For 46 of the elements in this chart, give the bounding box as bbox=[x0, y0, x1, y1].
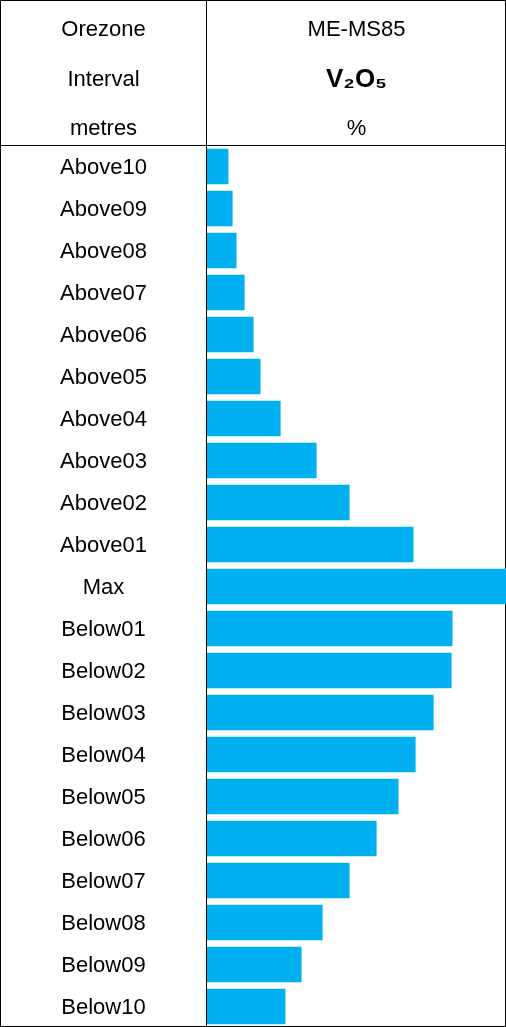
bar bbox=[206, 232, 237, 269]
bar bbox=[206, 400, 281, 437]
y-tick-label: Below04 bbox=[61, 742, 146, 767]
bar bbox=[206, 358, 261, 395]
y-tick-label: Below05 bbox=[61, 784, 146, 809]
y-tick-label: Above10 bbox=[60, 154, 147, 179]
bar bbox=[206, 610, 453, 647]
y-tick-label: Above03 bbox=[60, 448, 147, 473]
bar bbox=[206, 652, 452, 689]
y-tick-label: Above08 bbox=[60, 238, 147, 263]
bar bbox=[206, 862, 350, 899]
bar bbox=[206, 316, 254, 353]
bar bbox=[206, 190, 233, 227]
x-axis-title: % bbox=[346, 115, 367, 140]
y-tick-label: Below09 bbox=[61, 952, 146, 977]
bar bbox=[206, 526, 414, 563]
y-tick-label: Below01 bbox=[61, 616, 146, 641]
y-tick-label: Below07 bbox=[61, 868, 146, 893]
y-tick-label: Below08 bbox=[61, 910, 146, 935]
bar bbox=[206, 484, 350, 521]
y-axis-title: Orezone Interval metres bbox=[61, 16, 146, 140]
y-tick-label: Below10 bbox=[61, 994, 146, 1019]
y-tick-label: Above06 bbox=[60, 322, 147, 347]
y-tick-label: Max bbox=[82, 574, 125, 599]
y-tick-label: Above02 bbox=[60, 490, 147, 515]
bar bbox=[206, 988, 286, 1025]
chart-title: ME-MS85 bbox=[307, 16, 406, 41]
y-tick-label: Above07 bbox=[60, 280, 147, 305]
chart-subtitle: V₂O₅ bbox=[325, 63, 388, 93]
y-tick-label: Below06 bbox=[61, 826, 146, 851]
bar bbox=[206, 946, 302, 983]
bar bbox=[206, 904, 323, 941]
bar bbox=[206, 778, 399, 815]
y-tick-label: Above05 bbox=[60, 364, 147, 389]
y-tick-label: Above04 bbox=[60, 406, 147, 431]
bar bbox=[206, 820, 377, 857]
y-tick-label: Below02 bbox=[61, 658, 146, 683]
bar bbox=[206, 736, 416, 773]
bar bbox=[206, 442, 317, 479]
y-tick-label: Above01 bbox=[60, 532, 147, 557]
y-tick-label: Above09 bbox=[60, 196, 147, 221]
bar bbox=[206, 148, 229, 185]
bar bbox=[206, 274, 245, 311]
bar bbox=[206, 694, 434, 731]
bar bbox=[206, 568, 506, 605]
y-tick-label: Below03 bbox=[61, 700, 146, 725]
